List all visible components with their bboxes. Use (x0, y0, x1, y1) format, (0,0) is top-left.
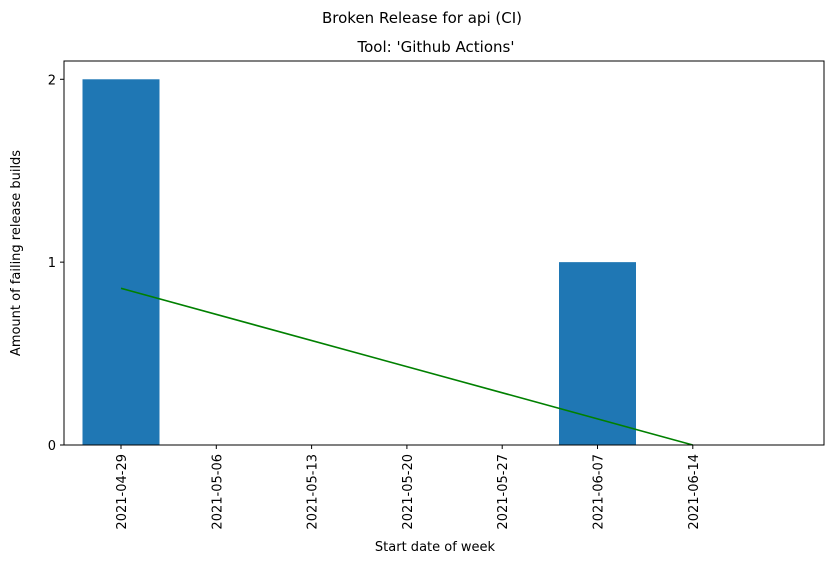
bar-2021-06-07 (559, 262, 636, 445)
x-tick-label-2021-05-06: 2021-05-06 (210, 454, 225, 530)
x-tick-label-2021-04-29: 2021-04-29 (115, 454, 130, 530)
y-axis-label: Amount of failing release builds (9, 150, 24, 356)
trend-line (120, 287, 694, 446)
y-tick-label-0: 0 (48, 439, 56, 454)
plot-frame (63, 60, 825, 446)
chart-title: Tool: 'Github Actions' (357, 38, 515, 56)
y-tick-label-1: 1 (48, 256, 56, 271)
y-tick-label-2: 2 (48, 73, 56, 88)
x-tick-label-2021-05-20: 2021-05-20 (401, 454, 416, 530)
chart-suptitle: Broken Release for api (CI) (322, 9, 522, 27)
x-tick-label-2021-05-27: 2021-05-27 (496, 454, 511, 530)
x-tick-label-2021-05-13: 2021-05-13 (306, 454, 321, 530)
x-tick-label-2021-06-14: 2021-06-14 (687, 454, 702, 530)
x-axis-label: Start date of week (375, 540, 496, 555)
bar-2021-04-29 (82, 79, 160, 446)
x-tick-label-2021-06-07: 2021-06-07 (592, 454, 607, 530)
